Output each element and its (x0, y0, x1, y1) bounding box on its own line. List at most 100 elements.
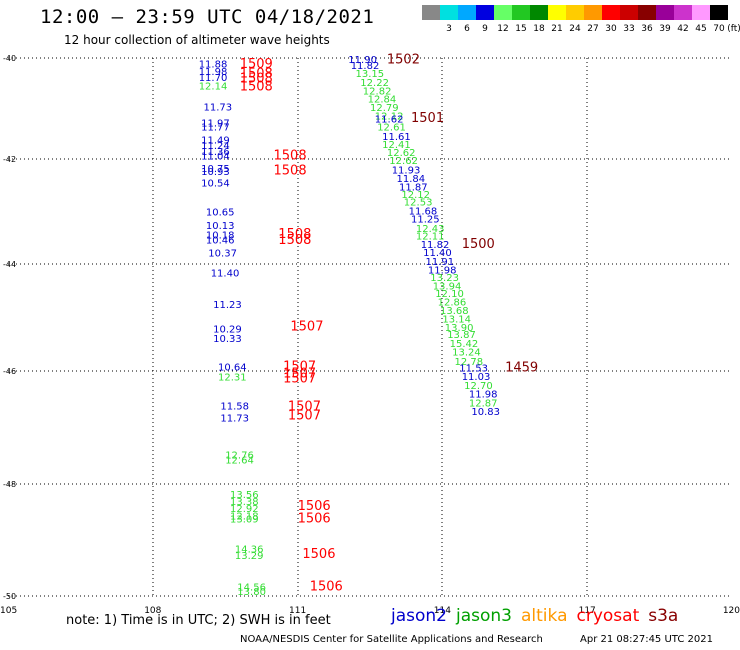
color-scale-label: 42 (677, 24, 689, 34)
wave-height-label: 12.11 (416, 232, 445, 243)
color-swatch (692, 5, 710, 20)
pressure-label: 1500 (462, 237, 495, 252)
legend-entry-altika: altika (521, 606, 568, 626)
pressure-label: 1507 (288, 409, 321, 424)
wave-height-label: 11.70 (199, 73, 228, 84)
wave-height-label: 10.18 (206, 231, 235, 242)
x-tick-label: 117 (579, 606, 596, 616)
footnote: note: 1) Time is in UTC; 2) SWH is in fe… (66, 613, 331, 628)
pressure-label: 1506 (298, 499, 331, 514)
wave-height-label: 11.49 (201, 135, 230, 146)
x-tick-label: 114 (434, 606, 451, 616)
legend-entry-cryosat: cryosat (576, 606, 640, 626)
wave-height-label: 11.87 (399, 182, 428, 193)
wave-height-label: 11.91 (426, 257, 455, 268)
pressure-label: 1506 (302, 547, 335, 562)
pressure-label: 1507 (288, 400, 321, 415)
pressure-label: 1508 (240, 67, 273, 82)
x-tick-label: 120 (723, 606, 740, 616)
color-swatch (548, 5, 566, 20)
pressure-label: 1507 (283, 360, 316, 375)
wave-height-label: 12.10 (435, 289, 464, 300)
wave-height-label: 11.62 (375, 115, 404, 126)
color-scale-label: 9 (482, 24, 488, 34)
pressure-label: 1508 (278, 233, 311, 248)
legend-entry-jason2: jason2 (391, 606, 447, 626)
color-scale-label: 33 (623, 24, 635, 34)
wave-height-label: 13.09 (230, 515, 259, 526)
pressure-label: 1506 (298, 512, 331, 527)
wave-height-label: 12.18 (230, 511, 259, 522)
color-scale-label: 30 (605, 24, 617, 34)
wave-height-label: 11.88 (199, 60, 228, 71)
wave-height-label: 14.56 (237, 583, 266, 594)
wave-height-label: 10.29 (213, 325, 242, 336)
pressure-label: 1507 (290, 320, 323, 335)
legend-entry-s3a: s3a (648, 606, 679, 626)
color-swatch (674, 5, 692, 20)
pressure-label: 1508 (274, 149, 307, 164)
wave-height-label: 12.22 (360, 78, 389, 89)
wave-height-label: 12.82 (363, 86, 392, 97)
wave-height-label: 10.33 (213, 334, 242, 345)
color-scale-unit: (ft) (727, 24, 740, 34)
wave-height-label: 13.23 (430, 273, 459, 284)
wave-height-label: 11.53 (459, 363, 488, 374)
pressure-label: 1508 (274, 164, 307, 179)
wave-height-label: 12.62 (387, 148, 416, 159)
color-scale-label: 27 (587, 24, 599, 34)
wave-height-label: 11.93 (392, 166, 421, 177)
color-swatch (458, 5, 476, 20)
y-tick-label: -40 (3, 54, 16, 63)
wave-height-label: 12.43 (416, 224, 445, 235)
wave-height-label: 12.86 (438, 298, 467, 309)
y-tick-label: -42 (3, 155, 16, 164)
wave-height-label: 12.92 (230, 504, 259, 515)
wave-height-label: 12.87 (469, 399, 498, 410)
chart-title: 12:00 – 23:59 UTC 04/18/2021 (40, 6, 375, 28)
wave-height-label: 11.25 (411, 214, 440, 225)
wave-height-label: 10.13 (206, 221, 235, 232)
wave-height-label: 12.61 (377, 123, 406, 134)
wave-height-label: 12.12 (401, 190, 430, 201)
wave-height-label: 11.98 (469, 390, 498, 401)
wave-height-label: 12.12 (375, 112, 404, 123)
wave-height-label: 11.73 (220, 413, 249, 424)
wave-height-label: 13.38 (230, 497, 259, 508)
wave-height-label: 12.62 (389, 156, 418, 167)
wave-height-label: 13.14 (442, 315, 471, 326)
wave-height-label: 11.24 (201, 141, 230, 152)
wave-height-label: 11.03 (462, 372, 491, 383)
color-swatch (566, 5, 584, 20)
color-swatch (440, 5, 458, 20)
color-swatch (620, 5, 638, 20)
color-scale-label: 12 (497, 24, 509, 34)
legend-entry-jason3: jason3 (456, 606, 512, 626)
wave-height-label: 13.94 (433, 281, 462, 292)
wave-height-label: 12.70 (464, 381, 493, 392)
pressure-label: 1507 (283, 371, 316, 386)
wave-height-label: 13.29 (235, 551, 264, 562)
color-swatch (584, 5, 602, 20)
wave-height-label: 11.98 (428, 265, 457, 276)
color-swatch (494, 5, 512, 20)
wave-height-label: 13.15 (356, 69, 385, 80)
wave-height-label: 10.83 (471, 407, 500, 418)
wave-height-label: 13.68 (440, 306, 469, 317)
wave-height-label: 13.80 (237, 587, 266, 598)
wave-height-label: 12.64 (225, 456, 254, 467)
color-swatch (710, 5, 728, 20)
wave-height-label: 15.42 (450, 339, 479, 350)
wave-height-label: 11.23 (213, 300, 242, 311)
color-swatch (530, 5, 548, 20)
color-scale-label: 24 (569, 24, 581, 34)
wave-height-label: 12.14 (199, 81, 228, 92)
wave-height-label: 12.84 (368, 94, 397, 105)
wave-height-label: 10.46 (206, 235, 235, 246)
color-scale-label: 15 (515, 24, 527, 34)
color-scale-label: 21 (551, 24, 563, 34)
pressure-label: 1501 (411, 111, 444, 126)
satellite-legend: jason2 jason3 altika cryosat s3a (391, 606, 687, 626)
x-tick-label: 111 (289, 606, 306, 616)
